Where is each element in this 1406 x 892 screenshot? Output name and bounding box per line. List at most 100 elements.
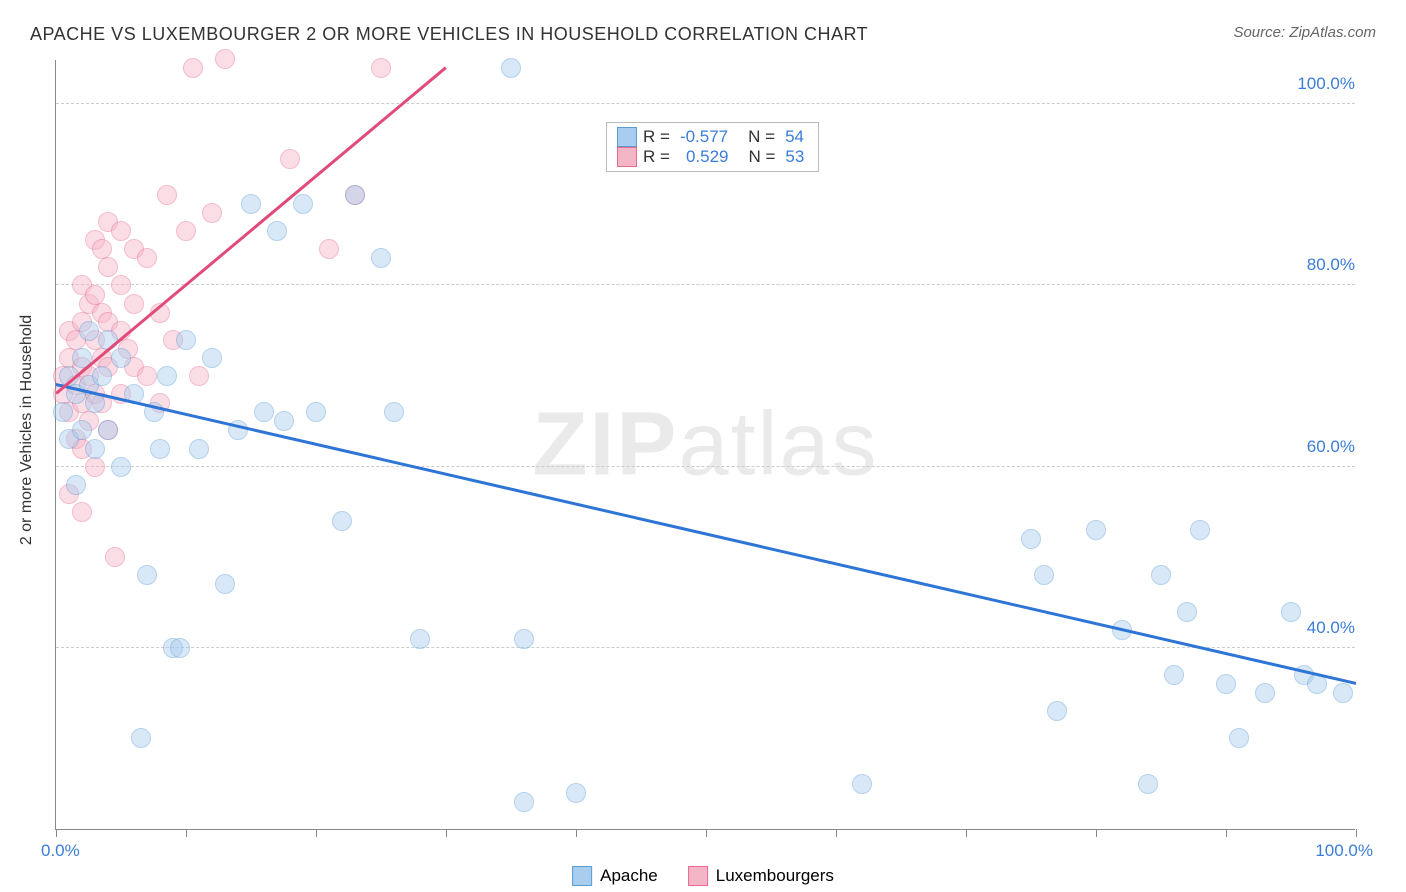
data-point-luxembourgers: [202, 203, 222, 223]
gridline: [56, 647, 1355, 648]
data-point-apache: [1138, 774, 1158, 794]
legend-item-apache: Apache: [572, 866, 658, 886]
data-point-apache: [274, 411, 294, 431]
data-point-luxembourgers: [280, 149, 300, 169]
data-point-apache: [189, 439, 209, 459]
data-point-luxembourgers: [157, 185, 177, 205]
data-point-apache: [215, 574, 235, 594]
data-point-apache: [371, 248, 391, 268]
data-point-apache: [306, 402, 326, 422]
x-tick: [1226, 829, 1227, 837]
data-point-apache: [1216, 674, 1236, 694]
data-point-apache: [157, 366, 177, 386]
data-point-apache: [501, 58, 521, 78]
data-point-luxembourgers: [98, 257, 118, 277]
data-point-luxembourgers: [176, 221, 196, 241]
data-point-luxembourgers: [137, 366, 157, 386]
data-point-luxembourgers: [85, 457, 105, 477]
swatch-luxembourgers: [617, 147, 637, 167]
data-point-apache: [293, 194, 313, 214]
data-point-apache: [1255, 683, 1275, 703]
data-point-apache: [410, 629, 430, 649]
data-point-apache: [111, 348, 131, 368]
y-tick-label: 60.0%: [1305, 437, 1357, 457]
plot-area: ZIPatlas 40.0%60.0%80.0%100.0% 0.0% 100.…: [55, 60, 1355, 830]
data-point-apache: [1164, 665, 1184, 685]
data-point-luxembourgers: [137, 248, 157, 268]
data-point-luxembourgers: [72, 502, 92, 522]
x-tick-label-0: 0.0%: [41, 841, 80, 861]
data-point-luxembourgers: [215, 49, 235, 69]
data-point-luxembourgers: [189, 366, 209, 386]
x-tick: [1096, 829, 1097, 837]
data-point-luxembourgers: [105, 547, 125, 567]
data-point-apache: [53, 402, 73, 422]
chart-title: APACHE VS LUXEMBOURGER 2 OR MORE VEHICLE…: [30, 24, 868, 45]
data-point-apache: [72, 420, 92, 440]
y-tick-label: 100.0%: [1295, 74, 1357, 94]
data-point-apache: [566, 783, 586, 803]
data-point-apache: [66, 475, 86, 495]
y-axis-title: 2 or more Vehicles in Household: [18, 315, 36, 545]
data-point-apache: [1151, 565, 1171, 585]
data-point-luxembourgers: [124, 294, 144, 314]
x-tick: [576, 829, 577, 837]
x-tick: [446, 829, 447, 837]
x-tick: [316, 829, 317, 837]
data-point-luxembourgers: [319, 239, 339, 259]
y-tick-label: 40.0%: [1305, 618, 1357, 638]
x-tick: [186, 829, 187, 837]
data-point-apache: [384, 402, 404, 422]
data-point-apache: [852, 774, 872, 794]
data-point-apache: [1281, 602, 1301, 622]
data-point-luxembourgers: [85, 285, 105, 305]
watermark: ZIPatlas: [532, 393, 878, 496]
data-point-apache: [1333, 683, 1353, 703]
data-point-apache: [1034, 565, 1054, 585]
legend-item-luxembourgers: Luxembourgers: [688, 866, 834, 886]
data-point-apache: [345, 185, 365, 205]
swatch-luxembourgers: [688, 866, 708, 886]
data-point-luxembourgers: [111, 221, 131, 241]
gridline: [56, 284, 1355, 285]
data-point-apache: [1177, 602, 1197, 622]
data-point-apache: [150, 439, 170, 459]
source-attribution: Source: ZipAtlas.com: [1233, 24, 1376, 41]
data-point-apache: [1021, 529, 1041, 549]
data-point-apache: [1047, 701, 1067, 721]
data-point-apache: [1086, 520, 1106, 540]
series-legend: Apache Luxembourgers: [572, 866, 834, 886]
x-tick: [836, 829, 837, 837]
data-point-apache: [267, 221, 287, 241]
data-point-apache: [254, 402, 274, 422]
trend-line-apache: [56, 383, 1357, 684]
data-point-apache: [131, 728, 151, 748]
x-tick: [56, 829, 57, 837]
swatch-apache: [572, 866, 592, 886]
data-point-apache: [79, 321, 99, 341]
data-point-luxembourgers: [183, 58, 203, 78]
data-point-apache: [241, 194, 261, 214]
swatch-apache: [617, 127, 637, 147]
data-point-apache: [202, 348, 222, 368]
data-point-apache: [92, 366, 112, 386]
stats-legend: R = -0.577 N = 54 R = 0.529 N = 53: [606, 122, 819, 172]
x-tick-label-100: 100.0%: [1315, 841, 1373, 861]
data-point-apache: [170, 638, 190, 658]
data-point-luxembourgers: [92, 239, 112, 259]
data-point-luxembourgers: [371, 58, 391, 78]
y-tick-label: 80.0%: [1305, 255, 1357, 275]
data-point-apache: [111, 457, 131, 477]
data-point-luxembourgers: [111, 275, 131, 295]
x-tick: [706, 829, 707, 837]
data-point-apache: [332, 511, 352, 531]
gridline: [56, 466, 1355, 467]
data-point-apache: [85, 439, 105, 459]
stats-row-apache: R = -0.577 N = 54: [617, 127, 808, 147]
data-point-apache: [98, 420, 118, 440]
data-point-apache: [514, 792, 534, 812]
x-tick: [966, 829, 967, 837]
stats-row-luxembourgers: R = 0.529 N = 53: [617, 147, 808, 167]
data-point-apache: [137, 565, 157, 585]
data-point-apache: [1229, 728, 1249, 748]
